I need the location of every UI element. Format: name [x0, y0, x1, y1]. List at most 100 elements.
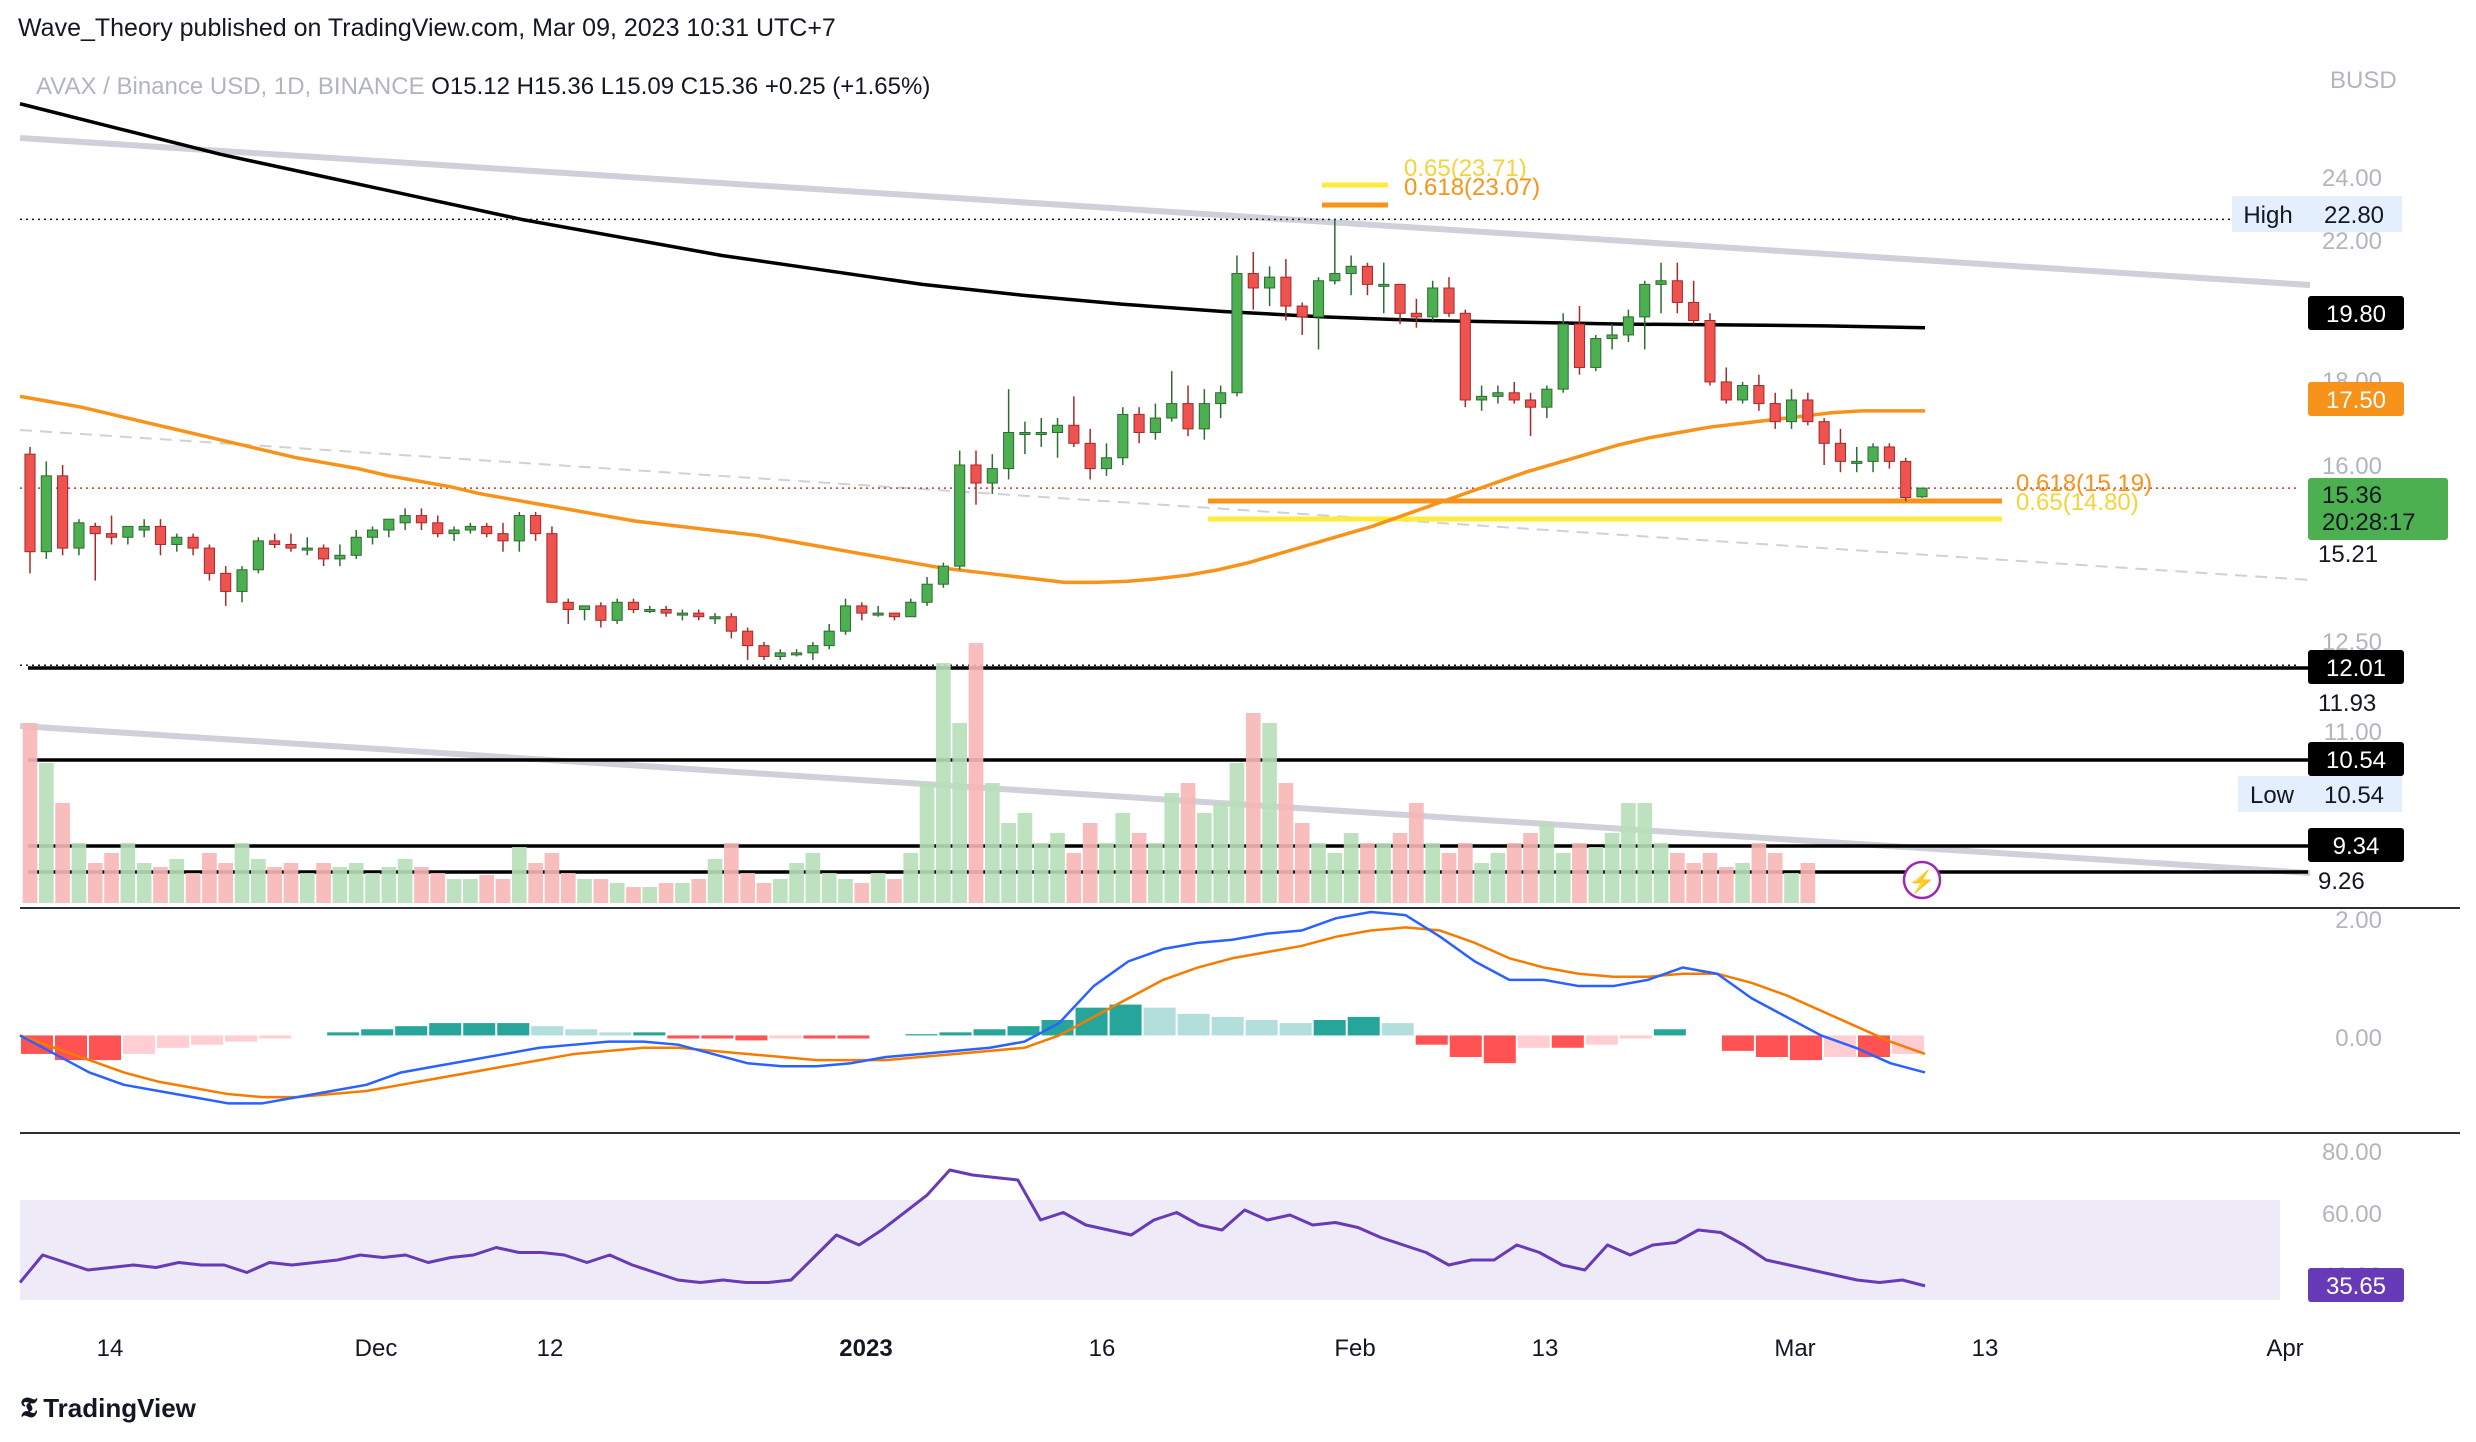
volume-bar [316, 863, 331, 903]
volume-bar [153, 867, 168, 903]
rsi-tick-label: 80.00 [2322, 1139, 2382, 1166]
volume-bar [1751, 843, 1767, 903]
volume-bar [1670, 853, 1685, 903]
macd-histogram-bar [157, 1035, 190, 1048]
volume-bar [691, 879, 707, 903]
ema50-price-tag-bg [2308, 382, 2404, 416]
last-price-value: 15.36 [2322, 482, 2382, 509]
candle-body [644, 609, 656, 612]
candle-body [888, 612, 901, 618]
candle-body [138, 525, 150, 531]
volume-bar [120, 843, 136, 903]
candle-body [285, 543, 297, 549]
candle-body [220, 572, 232, 592]
volume-bar [1082, 823, 1098, 903]
candle-body [1671, 280, 1683, 303]
candle-body [905, 601, 917, 618]
volume-bar [1409, 803, 1424, 903]
rsi-tick-label: 60.00 [2322, 1201, 2382, 1228]
candle-body [611, 601, 623, 621]
candle-body [1737, 385, 1749, 401]
support1-price-tag-bg [2308, 650, 2404, 684]
candle-body [1215, 392, 1227, 405]
volume-bar [1457, 843, 1473, 903]
volume-bar [1164, 793, 1180, 903]
volume-bar [658, 883, 674, 903]
price-tick-label: 24.00 [2322, 165, 2382, 192]
volume-bar [1718, 867, 1734, 903]
time-axis-label: Mar [1774, 1335, 1815, 1362]
volume-bar [1197, 813, 1212, 903]
rsi-band [20, 1200, 2280, 1300]
macd-histogram-bar [225, 1035, 258, 1042]
price-level-label: 15.21 [2318, 541, 2378, 568]
support1-price-tag: 12.01 [2326, 655, 2386, 682]
volume-bar [1572, 843, 1587, 903]
candle-body [1166, 403, 1178, 419]
time-axis-label: 16 [1089, 1335, 1116, 1362]
ema50-price-tag: 17.50 [2326, 387, 2386, 414]
time-axis-label: 13 [1532, 1335, 1559, 1362]
macd-histogram-bar [1721, 1035, 1754, 1051]
candle-body [399, 515, 411, 524]
volume-bar [1539, 823, 1555, 903]
support2-price-tag: 10.54 [2326, 747, 2386, 774]
candle-body [1019, 431, 1031, 435]
volume-bar [1001, 823, 1016, 903]
ema200-price-tag-bg [2308, 296, 2404, 330]
candle-body [1084, 442, 1096, 470]
volume-bar [903, 853, 919, 903]
candle-body [709, 616, 721, 620]
candle-body [791, 652, 803, 656]
volume-bar [1588, 847, 1604, 903]
high-box-bg [2232, 196, 2402, 232]
rsi-value-tag: 35.65 [2326, 1273, 2386, 1300]
candle-body [1720, 381, 1732, 401]
volume-bar [756, 883, 772, 903]
macd-histogram-bar [123, 1035, 156, 1054]
price-level-label: 9.26 [2318, 868, 2365, 895]
candle-body [1378, 283, 1390, 287]
volume-bar [202, 853, 217, 903]
volume-bar [1604, 833, 1620, 903]
candle-body [1003, 431, 1015, 470]
macd-histogram-bar [1517, 1035, 1550, 1048]
candle-body [1704, 320, 1716, 383]
candle-body [872, 612, 884, 616]
candle-body [742, 630, 754, 647]
volume-bar [1115, 813, 1131, 903]
candle-body [1182, 403, 1194, 430]
candle-body [318, 547, 330, 560]
footer-brand[interactable]: 𝕿 TradingView [20, 1392, 196, 1425]
candle-body [105, 533, 118, 538]
price-tick-label: 11.00 [2324, 719, 2382, 746]
volume-bar [136, 863, 152, 903]
candle-body [24, 453, 36, 553]
volume-bar [952, 723, 968, 903]
candle-body [1133, 413, 1145, 433]
macd-histogram-bar [939, 1032, 972, 1036]
candle-body [1459, 312, 1471, 401]
footer-brand-text: TradingView [43, 1393, 196, 1423]
high-value: 22.80 [2324, 202, 2384, 229]
volume-bar [854, 883, 870, 903]
candle-body [1557, 323, 1569, 390]
macd-histogram-bar [1483, 1035, 1516, 1064]
volume-bar [104, 853, 119, 903]
candle-body [203, 547, 215, 574]
ohlc-close: C15.36 [681, 73, 765, 100]
candle-body [921, 583, 933, 603]
candle-body [513, 515, 525, 542]
volume-bar [71, 843, 87, 903]
candle-body [366, 529, 379, 538]
candle-body [1329, 273, 1341, 282]
candle-body [807, 645, 819, 654]
ema200-price-tag: 19.80 [2326, 301, 2386, 328]
macd-histogram-bar [191, 1035, 224, 1045]
candle-body [432, 522, 444, 535]
macd-histogram-bar [701, 1035, 734, 1039]
candle-body [1394, 283, 1406, 314]
volume-bar [185, 873, 201, 903]
candle-body [1492, 392, 1504, 397]
